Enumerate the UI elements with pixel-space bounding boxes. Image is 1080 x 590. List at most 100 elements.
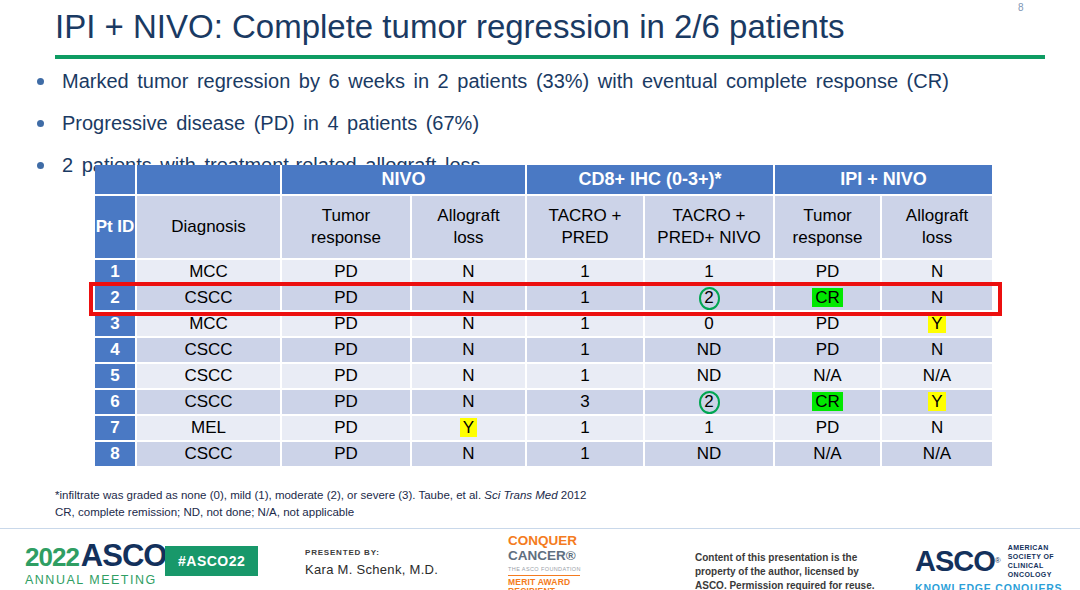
cell-value: N/A — [775, 442, 882, 468]
cell-pt-id: 7 — [95, 416, 137, 442]
cell-diagnosis: MCC — [137, 260, 282, 286]
footer-divider — [0, 528, 1080, 529]
asco-tagline: KNOWLEDGE CONQUERS CANCER — [915, 583, 1080, 590]
table-row: 8 CSCC PD N 1 ND N/A N/A — [95, 442, 992, 468]
cell-diagnosis: CSCC — [137, 338, 282, 364]
cell-pt-id: 2 — [95, 286, 137, 312]
slide: 8 IPI + NIVO: Complete tumor regression … — [0, 0, 1080, 590]
cell-value: PD — [282, 260, 412, 286]
cell-value: N — [882, 260, 992, 286]
table-row: 3 MCC PD N 1 0 PD Y — [95, 312, 992, 338]
cell-value: PD — [282, 364, 412, 390]
logo-asco-wordmark: ASCO — [81, 540, 167, 571]
hashtag-badge: #ASCO22 — [165, 546, 258, 576]
cell-value: 2 — [645, 390, 775, 416]
cell-value: PD — [282, 442, 412, 468]
footnote-citation: Sci Trans Med — [484, 489, 557, 501]
cell-value: N — [412, 364, 527, 390]
column-header-tacro-pred-nivo: TACRO + PRED+ NIVO — [645, 196, 775, 260]
conquer-divider — [508, 575, 580, 576]
cell-value: 1 — [527, 312, 645, 338]
cell-value: PD — [282, 390, 412, 416]
cell-value: N — [882, 416, 992, 442]
yellow-highlighted-value: Y — [928, 314, 945, 333]
group-header-nivo: NIVO — [282, 165, 527, 196]
table-group-header-row: NIVO CD8+ IHC (0-3+)* IPI + NIVO — [95, 165, 992, 196]
cell-value: PD — [775, 416, 882, 442]
cell-value: Y — [882, 390, 992, 416]
table-row: 7 MEL PD Y 1 1 PD N — [95, 416, 992, 442]
cell-value: 3 — [527, 390, 645, 416]
cell-value: ND — [645, 338, 775, 364]
patients-table: NIVO CD8+ IHC (0-3+)* IPI + NIVO Pt ID D… — [95, 165, 992, 468]
cancer-wordmark: CANCER® — [508, 549, 581, 564]
cell-value: PD — [775, 338, 882, 364]
cell-value: N — [412, 442, 527, 468]
slide-title: IPI + NIVO: Complete tumor regression in… — [55, 8, 1035, 46]
society-line-1: AMERICAN SOCIETY OF — [1008, 544, 1054, 560]
cell-value: N — [412, 286, 527, 312]
cell-value: 1 — [645, 260, 775, 286]
bullet-item: Marked tumor regression by 6 weeks in 2 … — [35, 66, 1055, 97]
conquer-cancer-logo: CONQUER CANCER® THE ASCO FOUNDATION MERI… — [508, 534, 581, 590]
asco-foundation-label: THE ASCO FOUNDATION — [508, 566, 581, 572]
cell-pt-id: 8 — [95, 442, 137, 468]
table-row: 4 CSCC PD N 1 ND PD N — [95, 338, 992, 364]
asco-society-logo: ASCO ® AMERICAN SOCIETY OF CLINICAL ONCO… — [915, 543, 1080, 590]
column-header-pt-id: Pt ID — [95, 196, 137, 260]
circled-value: 2 — [699, 391, 720, 414]
green-highlighted-value: CR — [812, 288, 843, 307]
group-header-cd8-ihc: CD8+ IHC (0-3+)* — [527, 165, 775, 196]
cell-value: PD — [775, 312, 882, 338]
cell-value: ND — [645, 364, 775, 390]
cell-value: N — [882, 286, 992, 312]
cell-value: ND — [645, 442, 775, 468]
column-header-tumor-response-nivo: Tumor response — [282, 196, 412, 260]
column-header-allograft-loss-ipi-nivo: Allograft loss — [882, 196, 992, 260]
cell-diagnosis: MEL — [137, 416, 282, 442]
cell-value: 1 — [527, 416, 645, 442]
cell-value: N/A — [882, 442, 992, 468]
cell-value: PD — [282, 286, 412, 312]
bullet-item: Progressive disease (PD) in 4 patients (… — [35, 108, 1055, 139]
group-header-cell — [137, 165, 282, 196]
cell-value: 1 — [527, 286, 645, 312]
cell-value: 0 — [645, 312, 775, 338]
cell-diagnosis: CSCC — [137, 390, 282, 416]
society-line-2: CLINICAL ONCOLOGY — [1008, 562, 1052, 578]
column-header-diagnosis: Diagnosis — [137, 196, 282, 260]
patients-table-wrap: NIVO CD8+ IHC (0-3+)* IPI + NIVO Pt ID D… — [95, 165, 992, 468]
asco-society-row: ASCO ® AMERICAN SOCIETY OF CLINICAL ONCO… — [915, 543, 1080, 579]
cell-value: N/A — [775, 364, 882, 390]
column-header-allograft-loss-nivo: Allograft loss — [412, 196, 527, 260]
table-row: 1 MCC PD N 1 1 PD N — [95, 260, 992, 286]
cell-value: 1 — [527, 442, 645, 468]
cell-diagnosis: MCC — [137, 312, 282, 338]
logo-year: 2022 — [25, 544, 79, 570]
cell-value: 1 — [645, 416, 775, 442]
footnote-line-2: CR, complete remission; ND, not done; N/… — [55, 504, 586, 521]
asco-2022-annual-meeting-logo: 2022 ASCO ® ANNUAL MEETING — [25, 540, 173, 587]
cell-pt-id: 4 — [95, 338, 137, 364]
cell-value: 1 — [527, 338, 645, 364]
cell-value: N — [412, 312, 527, 338]
cell-pt-id: 3 — [95, 312, 137, 338]
cell-pt-id: 1 — [95, 260, 137, 286]
cell-value: Y — [882, 312, 992, 338]
society-name: AMERICAN SOCIETY OF CLINICAL ONCOLOGY — [1008, 543, 1080, 579]
cell-value: PD — [282, 416, 412, 442]
cell-value: N — [882, 338, 992, 364]
cell-value: N — [412, 338, 527, 364]
group-header-ipi-nivo: IPI + NIVO — [775, 165, 992, 196]
cell-value: CR — [775, 390, 882, 416]
table-row: 5 CSCC PD N 1 ND N/A N/A — [95, 364, 992, 390]
cell-diagnosis: CSCC — [137, 286, 282, 312]
footnote-text: *infiltrate was graded as none (0), mild… — [55, 489, 484, 501]
cell-pt-id: 5 — [95, 364, 137, 390]
copyright-disclaimer: Content of this presentation is the prop… — [695, 551, 887, 590]
presenter-name: Kara M. Schenk, M.D. — [305, 562, 438, 577]
logo-annual-meeting: ANNUAL MEETING — [25, 574, 173, 587]
cell-pt-id: 6 — [95, 390, 137, 416]
asco-wordmark: ASCO — [915, 547, 995, 576]
cell-value: Y — [412, 416, 527, 442]
